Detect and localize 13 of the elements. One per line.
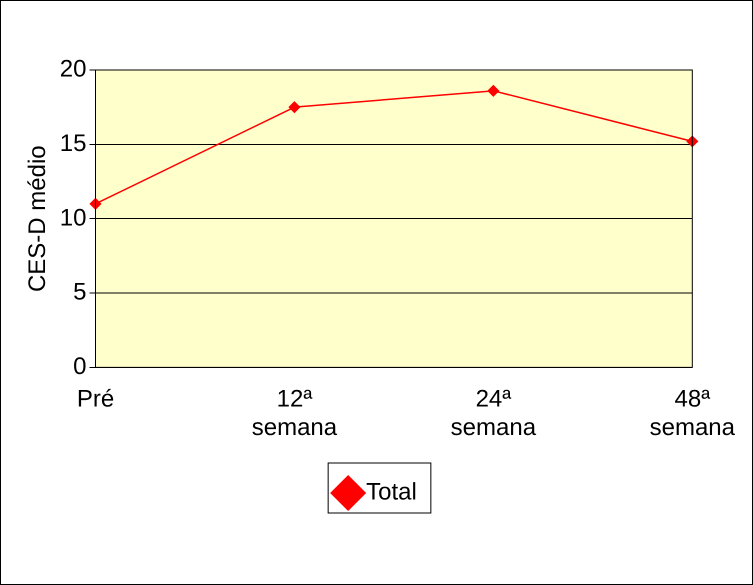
y-tick-label: 20	[60, 56, 86, 83]
point	[488, 85, 500, 97]
x-tick-label: 48ª semana	[650, 385, 736, 442]
y-axis-title: CES-D médio	[24, 145, 52, 292]
point	[288, 101, 300, 113]
y-tick-label: 10	[60, 204, 86, 232]
legend-label: Total	[366, 478, 417, 506]
x-tick-label: 12ª semana	[252, 385, 338, 442]
y-tick-label: 5	[73, 278, 86, 306]
x-tick-label: 24ª semana	[450, 385, 537, 442]
x-tick-label: Pré	[76, 385, 114, 412]
y-tick-label: 0	[73, 353, 86, 380]
y-tick-label: 15	[60, 130, 86, 157]
